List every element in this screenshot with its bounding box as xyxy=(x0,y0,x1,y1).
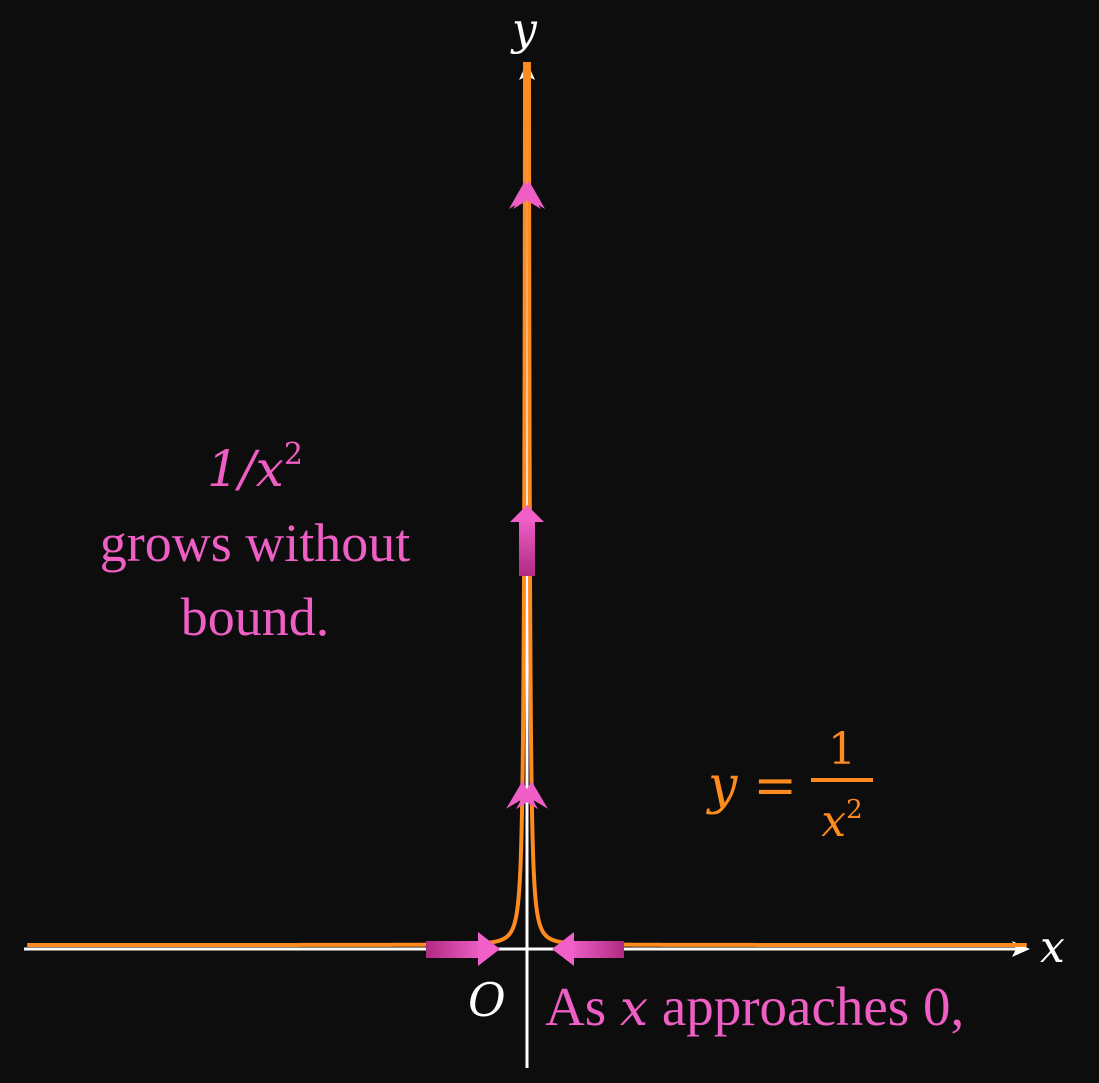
x-axis-label: x xyxy=(1040,922,1065,973)
left-annotation: 1/x2 grows without bound. xyxy=(30,418,480,654)
curve-equation-label: y = 1 x2 xyxy=(708,726,873,846)
right-arrow-icon xyxy=(426,932,500,966)
bottom-annotation-prefix: As xyxy=(545,976,607,1037)
curve-left-branch xyxy=(27,61,528,947)
fraction-bar xyxy=(810,778,873,782)
fraction-numerator: 1 xyxy=(827,724,856,775)
y-axis-label: y xyxy=(510,4,538,55)
bottom-annotation-suffix: approaches 0, xyxy=(661,976,965,1037)
left-annotation-expression: 1/x2 xyxy=(30,418,480,506)
left-annotation-line3: bound. xyxy=(180,587,330,647)
up-arrow-icon xyxy=(510,505,544,576)
equation-equals: = xyxy=(753,756,797,816)
fraction-denominator: x2 xyxy=(821,795,863,847)
right-curve-arrowhead-upper xyxy=(513,181,546,209)
expression-exponent: 2 xyxy=(283,437,303,472)
origin-label: O xyxy=(468,973,506,1027)
right-curve-arrowhead-lower xyxy=(515,781,548,810)
left-curve-arrowhead-lower xyxy=(506,781,539,810)
equation-fraction: 1 x2 xyxy=(810,724,873,847)
bottom-annotation-variable: x xyxy=(619,979,649,1037)
equation-lhs: y xyxy=(708,756,738,816)
left-arrow-icon xyxy=(552,932,624,966)
bottom-annotation: As x approaches 0, xyxy=(545,975,964,1038)
curve-right-branch xyxy=(526,61,1027,947)
left-annotation-line2: grows without xyxy=(99,513,411,573)
expression-base: 1/x xyxy=(207,440,284,498)
